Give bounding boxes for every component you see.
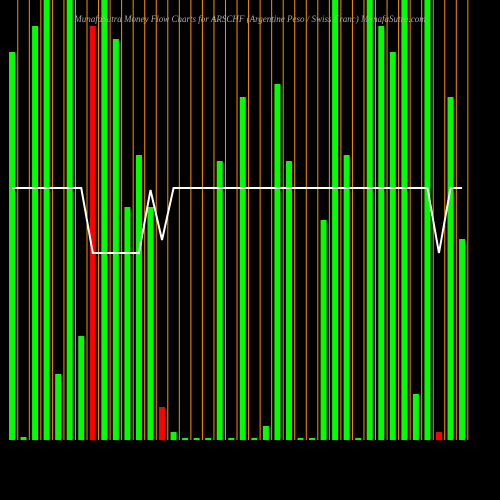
bar <box>251 438 258 440</box>
bar <box>78 336 85 440</box>
bar <box>412 394 419 440</box>
bar <box>216 161 223 440</box>
bar <box>170 432 177 440</box>
bar <box>101 0 108 440</box>
bar <box>262 426 269 440</box>
bar <box>447 97 454 440</box>
bar <box>205 438 212 440</box>
bar <box>147 207 154 440</box>
chart-title: MunafaSutra Money Flow Charts for ARSCHF… <box>73 14 426 24</box>
bar <box>366 0 373 440</box>
bar <box>9 52 15 440</box>
bar <box>159 407 166 440</box>
bar <box>274 84 281 440</box>
bar <box>20 437 27 440</box>
bar <box>135 155 142 440</box>
bar <box>355 438 362 440</box>
bar <box>435 432 442 440</box>
bar <box>182 438 189 440</box>
bar <box>401 0 408 440</box>
bar <box>389 52 396 440</box>
bar <box>55 374 62 440</box>
bar <box>297 438 304 440</box>
bar <box>32 26 39 440</box>
bar <box>332 0 339 440</box>
bar <box>459 239 466 440</box>
bar <box>112 39 119 440</box>
bar <box>285 161 292 440</box>
bar <box>124 207 131 440</box>
bar <box>320 220 327 440</box>
bar <box>309 438 316 440</box>
bar <box>378 26 385 440</box>
bar <box>43 0 50 440</box>
plot <box>9 0 469 440</box>
bar <box>239 97 246 440</box>
bar <box>89 26 96 440</box>
money-flow-line <box>12 187 463 254</box>
bar <box>343 155 350 440</box>
bar <box>424 0 431 440</box>
bar <box>193 438 200 440</box>
bar <box>228 438 235 440</box>
bar <box>66 0 73 440</box>
